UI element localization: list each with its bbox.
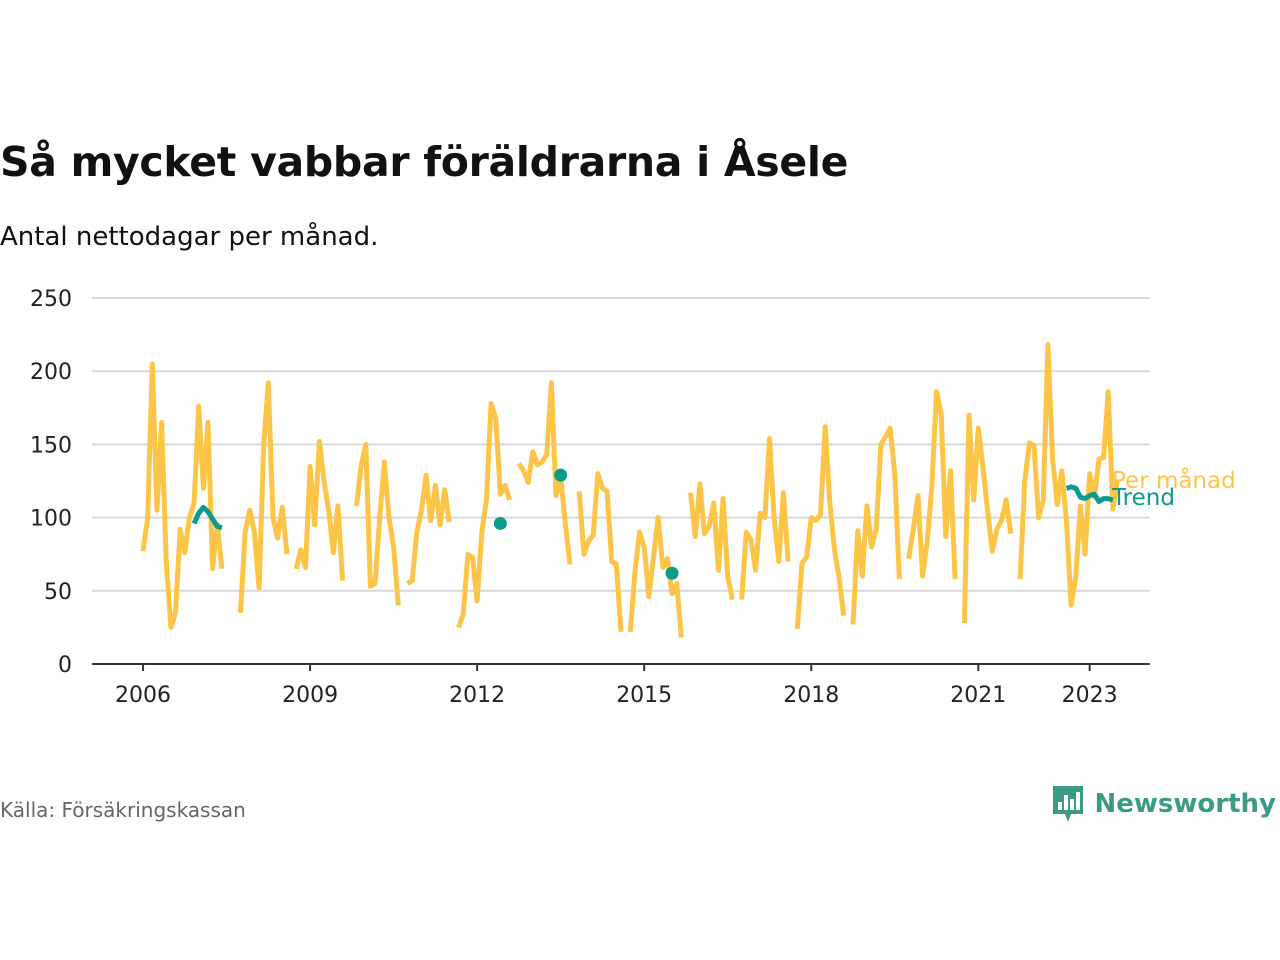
- data-point: [554, 468, 568, 482]
- x-tick-label: 2006: [115, 683, 171, 708]
- series-trend: [191, 468, 1114, 580]
- series-line-segment: [627, 515, 684, 638]
- series-line-segment: [961, 412, 1014, 624]
- x-tick-label: 2018: [783, 683, 839, 708]
- brand-name: Newsworthy: [1094, 789, 1276, 819]
- x-tick-label: 2023: [1062, 683, 1118, 708]
- y-tick-label: 0: [58, 653, 72, 678]
- source-note: Källa: Försäkringskassan: [0, 798, 246, 822]
- series-label: Trend: [1111, 485, 1175, 511]
- series-line-segment: [238, 380, 290, 613]
- y-tick-label: 50: [44, 580, 72, 605]
- y-tick-label: 100: [30, 507, 72, 532]
- chart-subtitle: Antal nettodagar per månad.: [0, 222, 379, 252]
- axes: 0 50 100 150 200 250 2006 2009 2012 2015 2018 2021 2…: [30, 287, 1150, 708]
- series-line-segment: [456, 400, 512, 629]
- y-tick-label: 200: [30, 360, 72, 385]
- series-line-segment: [191, 504, 223, 531]
- series-line-segment: [739, 436, 791, 600]
- series-line-segment: [293, 439, 346, 581]
- gridlines: [92, 297, 1150, 592]
- series-line-segment: [906, 389, 958, 580]
- y-tick-label: 250: [30, 287, 72, 312]
- y-tick-label: 150: [30, 433, 72, 458]
- series-line-segment: [688, 481, 735, 601]
- x-tick-label: 2009: [282, 683, 338, 708]
- x-tick-label: 2015: [616, 683, 672, 708]
- series-line-segment: [354, 441, 401, 606]
- data-point: [493, 516, 507, 530]
- x-tick-label: 2012: [449, 683, 505, 708]
- series-line-segment: [516, 380, 573, 565]
- series-line-segment: [406, 472, 452, 586]
- brand-logo: Newsworthy: [1051, 784, 1276, 824]
- series-line-segment: [850, 425, 902, 625]
- series-per-m-nad: [140, 342, 1120, 638]
- series-label: Per månad: [1112, 466, 1236, 494]
- series-line-segment: [140, 361, 225, 630]
- x-tick-label: 2021: [950, 683, 1006, 708]
- data-point: [665, 566, 679, 580]
- series-line-segment: [794, 424, 847, 630]
- series-line-segment: [1065, 484, 1114, 504]
- series-line-segment: [576, 471, 624, 632]
- chart-title: Så mycket vabbar föräldrarna i Åsele: [0, 138, 849, 186]
- newsworthy-logo-icon: [1052, 786, 1083, 822]
- series-line-segment: [1017, 342, 1120, 608]
- series: [140, 342, 1120, 638]
